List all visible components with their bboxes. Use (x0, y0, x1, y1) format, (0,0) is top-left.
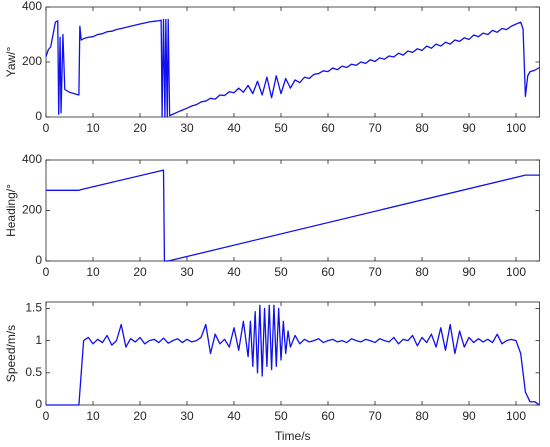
x-tick-label: 60 (321, 409, 335, 423)
x-tick-label: 100 (506, 265, 526, 279)
x-tick-label: 70 (368, 409, 382, 423)
y-axis-label: Heading/° (4, 184, 18, 237)
y-tick-label: 1 (35, 333, 42, 347)
x-tick-label: 40 (227, 409, 241, 423)
x-tick-label: 60 (321, 121, 335, 135)
x-tick-label: 100 (506, 121, 526, 135)
x-tick-label: 30 (180, 265, 194, 279)
data-line (45, 18, 540, 118)
x-tick-label: 10 (86, 265, 100, 279)
axes-box (45, 6, 540, 118)
x-tick-label: 80 (415, 409, 429, 423)
x-tick-label: 30 (180, 409, 194, 423)
x-tick-label: 80 (415, 265, 429, 279)
y-tick-label: 400 (22, 152, 42, 166)
x-tick-label: 50 (274, 409, 288, 423)
data-line (46, 169, 540, 262)
x-tick-label: 60 (321, 265, 335, 279)
y-tick-label: 200 (22, 203, 42, 217)
x-tick-label: 90 (462, 265, 476, 279)
x-tick-label: 0 (43, 265, 50, 279)
y-tick-label: 1.5 (25, 301, 42, 315)
y-axis-label: Yaw/° (4, 47, 18, 78)
x-tick-label: 90 (462, 409, 476, 423)
y-tick-label: 0 (35, 253, 42, 267)
x-tick-label: 50 (274, 265, 288, 279)
y-tick-label: 400 (22, 0, 42, 13)
x-tick-label: 0 (43, 409, 50, 423)
x-tick-label: 20 (133, 265, 147, 279)
x-tick-label: 0 (43, 121, 50, 135)
x-tick-label: 10 (86, 121, 100, 135)
y-axis-label: Speed/m/s (4, 325, 18, 382)
x-tick-label: 100 (506, 409, 526, 423)
x-tick-label: 40 (227, 121, 241, 135)
x-tick-label: 30 (180, 121, 194, 135)
x-tick-label: 70 (368, 121, 382, 135)
x-tick-label: 90 (462, 121, 476, 135)
x-tick-label: 70 (368, 265, 382, 279)
x-tick-label: 20 (133, 121, 147, 135)
y-tick-label: 0.5 (25, 365, 42, 379)
y-tick-label: 0 (35, 397, 42, 411)
data-line (46, 304, 540, 406)
y-tick-label: 0 (35, 109, 42, 123)
x-tick-label: 20 (133, 409, 147, 423)
x-axis-label: Time/s (275, 429, 311, 443)
axes-box (45, 159, 540, 262)
y-tick-label: 200 (22, 54, 42, 68)
x-tick-label: 50 (274, 121, 288, 135)
x-tick-label: 80 (415, 121, 429, 135)
x-tick-label: 10 (86, 409, 100, 423)
axes-box (45, 301, 540, 406)
x-tick-label: 40 (227, 265, 241, 279)
